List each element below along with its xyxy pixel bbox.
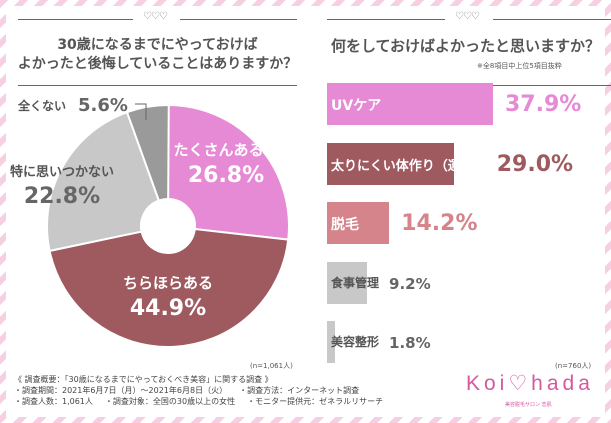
divider (18, 19, 133, 20)
pie-value-label: 5.6% (78, 95, 128, 116)
pie-slice (167, 103, 290, 241)
pie-slice (46, 110, 161, 253)
survey-summary: 《 調査概要：「30歳になるまでにやっておくべき美容」に関する調査 》 ・調査期… (14, 374, 383, 407)
left-title: 30歳になるまでにやっておけば よかったと後悔していることはありますか？ (5, 36, 310, 74)
pie-label: 特に思いつかない (10, 164, 114, 180)
divider (18, 85, 297, 86)
pie-value-label: 26.8% (188, 163, 264, 188)
bar-value-label: 29.0% (496, 152, 574, 177)
right-title: 何をしておけばよかったと思いますか？ (330, 37, 601, 55)
bar (327, 143, 455, 185)
pie-value-label: 22.8% (24, 184, 100, 209)
left-sample-size: (n=1,061人) (250, 362, 293, 370)
bar (327, 262, 368, 304)
bar-value-label: 1.8% (389, 334, 431, 352)
bar-label: 脱毛 (331, 217, 359, 233)
pie-label: たくさんある… (173, 141, 278, 159)
bar-label: 食事管理 (331, 276, 380, 290)
divider (327, 19, 445, 20)
bar (327, 202, 390, 244)
koihada-logo: Koi♡hada (466, 372, 594, 395)
summary-method: ・調査方法：インターネット調査 (239, 386, 360, 395)
bar-label: UVケア (331, 98, 382, 114)
bar (327, 83, 493, 125)
bar-value-label: 37.9% (505, 92, 582, 117)
bar-label: 太りにくい体作り（運動） (331, 159, 487, 174)
summary-count: ・調査人数：1,061人 (14, 397, 93, 406)
right-subnote: ※全8項目中上位5項目抜粋 (477, 62, 562, 70)
right-sample-size: (n=760人) (555, 362, 592, 370)
divider (180, 19, 297, 20)
summary-provider: ・モニター提供元：ゼネラルリサーチ (247, 397, 384, 406)
bar-value-label: 14.2% (401, 211, 478, 236)
leader-line (135, 103, 147, 120)
hearts-icon: ♡♡♡ (143, 11, 168, 22)
summary-heading: 《 調査概要：「30歳になるまでにやっておくべき美容」に関する調査 》 (14, 375, 273, 384)
left-title-line2: よかったと後悔していることはありますか？ (17, 56, 298, 72)
bar-value-label: 9.2% (389, 275, 431, 293)
left-title-line1: 30歳になるまでにやっておけば (57, 37, 258, 53)
hearts-icon: ♡♡♡ (455, 11, 480, 22)
pie-label: 全くない (17, 98, 66, 113)
bar-label: 美容整形 (331, 335, 380, 349)
logo-subtext: 美容脱毛サロン 恋肌 (505, 402, 552, 408)
pie-value-label: 44.9% (130, 296, 206, 321)
pie-label: ちらほらある (123, 274, 213, 292)
pie-slice (48, 227, 290, 348)
summary-target: ・調査対象：全国の30歳以上の女性 (104, 397, 236, 406)
pie-slice (125, 104, 170, 202)
bar (327, 321, 335, 363)
summary-period: ・調査期間：2021年6月7日（月）～2021年6月8日（火） (14, 386, 228, 395)
divider (493, 19, 611, 20)
